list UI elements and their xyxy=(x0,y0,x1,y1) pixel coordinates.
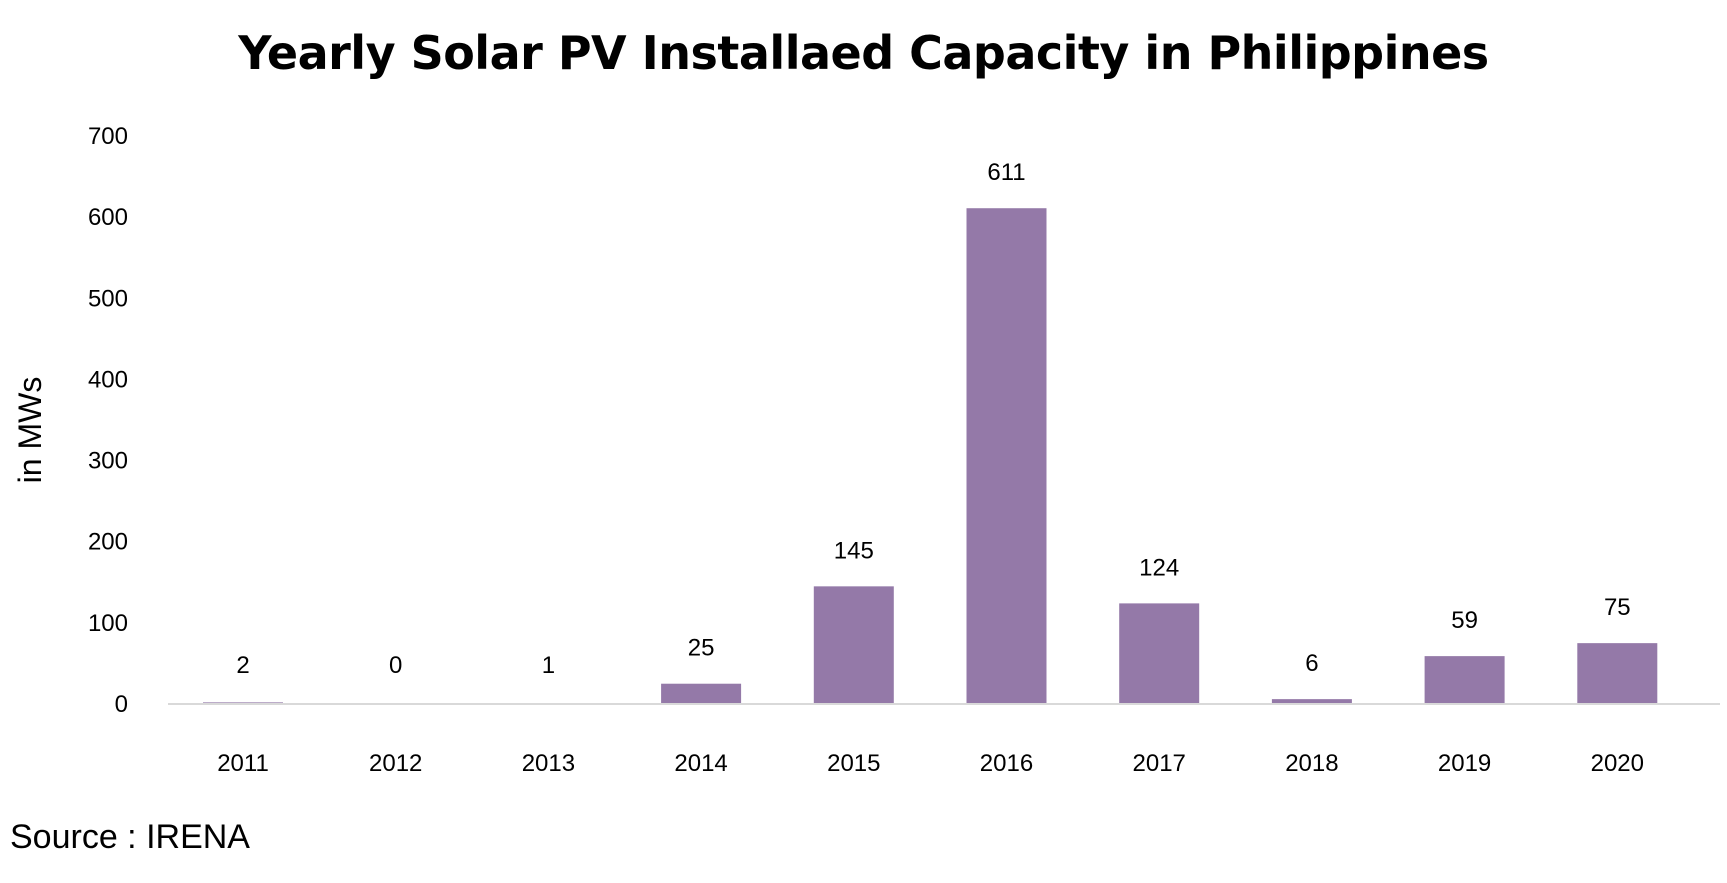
data-label-2013: 1 xyxy=(542,652,555,679)
data-label-2014: 25 xyxy=(688,635,715,662)
y-tick-label: 600 xyxy=(88,204,128,231)
x-axis-ticks: 2011 2012 2013 2014 2015 2016 2017 2018 2019 2020 xyxy=(217,750,1644,777)
y-axis-title: in MWs xyxy=(12,377,48,484)
data-labels: 2 0 1 25 145 611 124 6 59 75 xyxy=(236,159,1630,679)
bar-2015 xyxy=(813,586,894,704)
data-label-2016: 611 xyxy=(987,159,1025,186)
data-label-2011: 2 xyxy=(236,652,249,679)
y-tick-label: 500 xyxy=(88,285,128,312)
chart-title: Yearly Solar PV Installaed Capacity in P… xyxy=(238,26,1489,80)
x-tick-label-2020: 2020 xyxy=(1591,750,1644,777)
bar-2018 xyxy=(1271,699,1352,704)
x-tick-label-2014: 2014 xyxy=(674,750,727,777)
bar-2014 xyxy=(661,683,742,704)
y-tick-label: 300 xyxy=(88,448,128,475)
x-tick-label-2013: 2013 xyxy=(522,750,575,777)
bars xyxy=(203,208,1658,704)
y-tick-label: 200 xyxy=(88,529,128,556)
x-tick-label-2015: 2015 xyxy=(827,750,880,777)
x-tick-label-2011: 2011 xyxy=(217,750,269,777)
x-tick-label-2018: 2018 xyxy=(1285,750,1338,777)
x-tick-label-2019: 2019 xyxy=(1438,750,1491,777)
data-label-2012: 0 xyxy=(389,652,402,679)
y-tick-label: 100 xyxy=(88,610,128,637)
data-label-2015: 145 xyxy=(834,537,874,564)
x-tick-label-2017: 2017 xyxy=(1133,750,1186,777)
data-label-2020: 75 xyxy=(1604,594,1631,621)
data-label-2019: 59 xyxy=(1451,607,1478,634)
y-tick-label: 700 xyxy=(88,123,128,150)
source-note: Source : IRENA xyxy=(10,818,250,856)
x-tick-label-2016: 2016 xyxy=(980,750,1033,777)
y-axis-ticks: 0 100 200 300 400 500 600 700 xyxy=(88,123,128,718)
bar-2020 xyxy=(1577,643,1658,704)
data-label-2018: 6 xyxy=(1305,650,1318,677)
bar-2019 xyxy=(1424,656,1505,704)
bar-2016 xyxy=(966,208,1047,704)
bar-2017 xyxy=(1119,603,1200,704)
data-label-2017: 124 xyxy=(1139,554,1179,581)
x-tick-label-2012: 2012 xyxy=(369,750,422,777)
y-tick-label: 0 xyxy=(115,691,128,718)
y-axis-title-group: in MWs xyxy=(12,377,48,484)
y-tick-label: 400 xyxy=(88,366,128,393)
